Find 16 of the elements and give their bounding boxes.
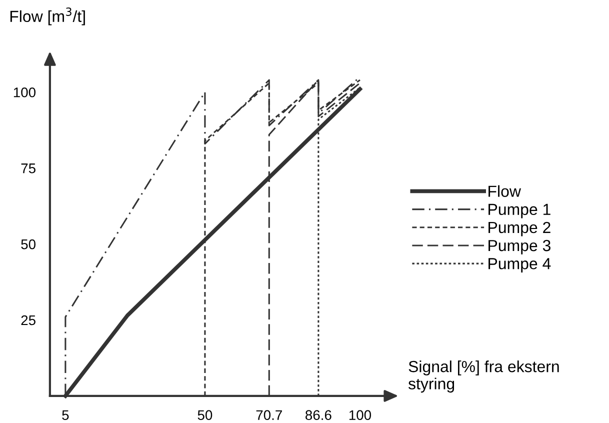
legend-label: Flow [488,185,522,197]
y-axis-title: Flow [m$^{3}$/t] [10,7,85,26]
y-tick-label: 75 [21,164,36,174]
x-tick-label: 5 [62,410,69,420]
y-tick-label: 25 [21,315,36,326]
x-tick-label: 100 [349,410,372,420]
legend-label: Pumpe 4 [488,258,551,272]
legend-label: Pumpe 2 [488,222,550,236]
x-tick-label: 70.7 [256,410,282,420]
legend-label: Pumpe 3 [488,240,550,254]
x-axis-title: Signal [%] fra ekstern styring [408,360,559,393]
y-tick-label: 100 [14,87,36,98]
x-tick-label: 86.6 [306,410,332,420]
y-tick-label: 50 [21,239,36,250]
legend-label: Pumpe 1 [488,204,550,218]
x-tick-label: 50 [198,410,212,420]
